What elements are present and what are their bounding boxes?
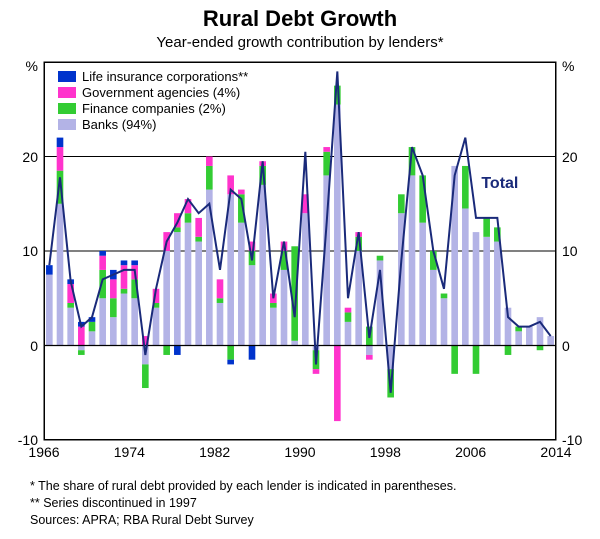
legend-item: Finance companies (2%): [58, 101, 248, 116]
legend-label: Life insurance corporations**: [82, 69, 248, 84]
legend-swatch: [58, 103, 76, 114]
footnote-2: ** Series discontinued in 1997: [30, 495, 456, 512]
footnotes: * The share of rural debt provided by ea…: [30, 478, 456, 529]
legend-label: Government agencies (4%): [82, 85, 240, 100]
legend-swatch: [58, 87, 76, 98]
legend-item: Life insurance corporations**: [58, 69, 248, 84]
legend-item: Banks (94%): [58, 117, 248, 132]
total-line-label: Total: [481, 175, 518, 193]
legend-label: Finance companies (2%): [82, 101, 226, 116]
legend: Life insurance corporations**Government …: [58, 68, 248, 133]
footnote-1: * The share of rural debt provided by ea…: [30, 478, 456, 495]
legend-label: Banks (94%): [82, 117, 156, 132]
y-unit-right: %: [562, 58, 574, 74]
legend-item: Government agencies (4%): [58, 85, 248, 100]
legend-swatch: [58, 119, 76, 130]
y-unit-left: %: [26, 58, 38, 74]
legend-swatch: [58, 71, 76, 82]
source-line: Sources: APRA; RBA Rural Debt Survey: [30, 512, 456, 529]
